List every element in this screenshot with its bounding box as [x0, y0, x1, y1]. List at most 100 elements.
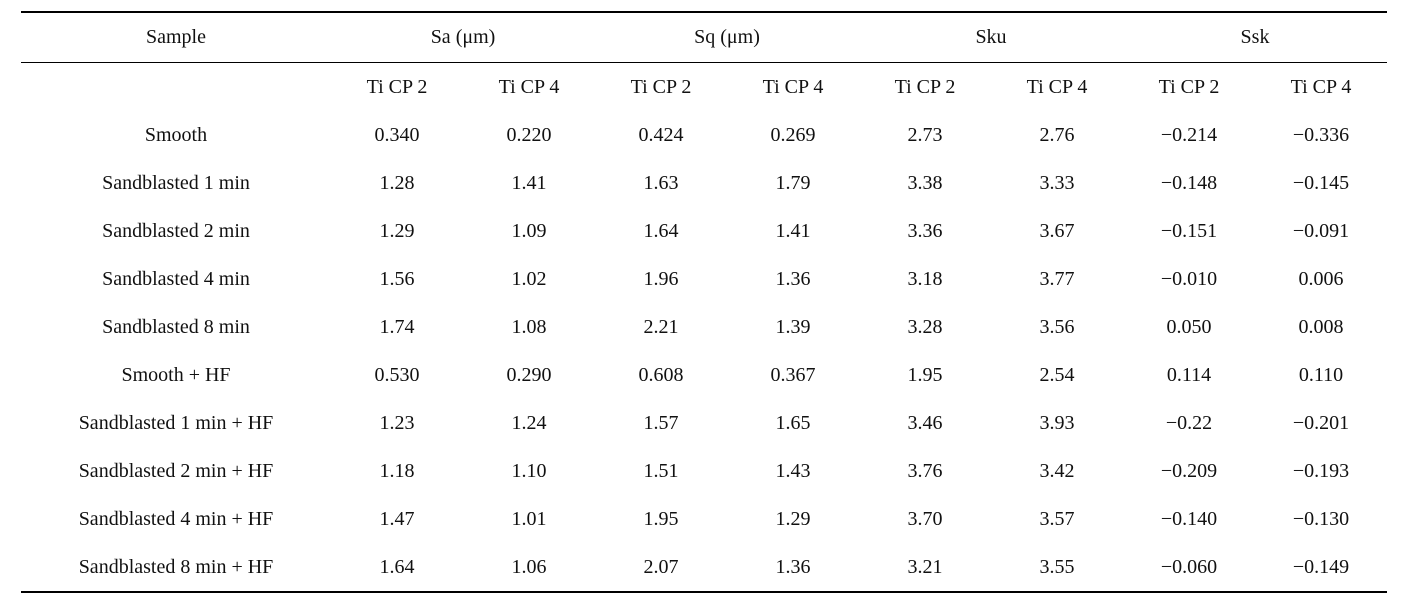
sample-name-cell: Sandblasted 4 min — [102, 267, 250, 290]
value-cell: 1.01 — [511, 507, 547, 530]
value-cell: −0.201 — [1292, 411, 1350, 434]
value-cell: 1.56 — [379, 267, 415, 290]
sample-name-cell: Sandblasted 2 min + HF — [78, 459, 274, 482]
surface-roughness-table: Sample Sa (μm) Sq (μm) Sku Ssk Ti CP 2 T… — [21, 11, 1387, 593]
value-cell: 0.424 — [638, 123, 684, 146]
table-row: Sandblasted 8 min + HF 1.64 1.06 2.07 1.… — [21, 543, 1387, 592]
sub-header-ssk-ticp2: Ti CP 2 — [1158, 75, 1220, 98]
value-cell: 2.21 — [643, 315, 679, 338]
value-cell: −0.130 — [1292, 507, 1350, 530]
value-cell: 0.367 — [770, 363, 816, 386]
value-cell: 1.29 — [775, 507, 811, 530]
value-cell: −0.214 — [1160, 123, 1218, 146]
table-container: Sample Sa (μm) Sq (μm) Sku Ssk Ti CP 2 T… — [21, 11, 1387, 593]
value-cell: 0.110 — [1298, 363, 1344, 386]
value-cell: 1.63 — [643, 171, 679, 194]
sub-header-sq-ticp2: Ti CP 2 — [630, 75, 692, 98]
value-cell: 1.23 — [379, 411, 415, 434]
value-cell: 1.36 — [775, 555, 811, 578]
table-row: Sandblasted 4 min + HF 1.47 1.01 1.95 1.… — [21, 495, 1387, 543]
table-row: Sandblasted 2 min 1.29 1.09 1.64 1.41 3.… — [21, 207, 1387, 255]
value-cell: −0.149 — [1292, 555, 1350, 578]
value-cell: 1.79 — [775, 171, 811, 194]
value-cell: 1.95 — [643, 507, 679, 530]
value-cell: −0.010 — [1160, 267, 1218, 290]
value-cell: 1.41 — [511, 171, 547, 194]
value-cell: −0.193 — [1292, 459, 1350, 482]
value-cell: 3.21 — [907, 555, 943, 578]
value-cell: 0.008 — [1298, 315, 1344, 338]
value-cell: 1.09 — [511, 219, 547, 242]
table-row: Smooth + HF 0.530 0.290 0.608 0.367 1.95… — [21, 351, 1387, 399]
sub-header-sku-ticp4: Ti CP 4 — [1026, 75, 1088, 98]
sample-name-cell: Sandblasted 1 min + HF — [78, 411, 274, 434]
table-row: Smooth 0.340 0.220 0.424 0.269 2.73 2.76… — [21, 111, 1387, 159]
value-cell: 1.47 — [379, 507, 415, 530]
value-cell: 1.18 — [379, 459, 415, 482]
value-cell: −0.060 — [1160, 555, 1218, 578]
table-row: Sandblasted 2 min + HF 1.18 1.10 1.51 1.… — [21, 447, 1387, 495]
table-row: Sandblasted 1 min + HF 1.23 1.24 1.57 1.… — [21, 399, 1387, 447]
sample-name-cell: Smooth + HF — [121, 363, 231, 386]
value-cell: 1.06 — [511, 555, 547, 578]
value-cell: −0.140 — [1160, 507, 1218, 530]
value-cell: 1.41 — [775, 219, 811, 242]
value-cell: 1.65 — [775, 411, 811, 434]
sub-header-row: Ti CP 2 Ti CP 4 Ti CP 2 Ti CP 4 Ti CP 2 … — [21, 63, 1387, 112]
value-cell: 3.67 — [1039, 219, 1075, 242]
column-group-header-sku: Sku — [859, 12, 1123, 63]
value-cell: 0.290 — [506, 363, 552, 386]
sub-header-sa-ticp4: Ti CP 4 — [498, 75, 560, 98]
value-cell: 1.64 — [379, 555, 415, 578]
value-cell: 3.28 — [907, 315, 943, 338]
value-cell: 2.73 — [907, 123, 943, 146]
value-cell: 3.57 — [1039, 507, 1075, 530]
sample-name-cell: Sandblasted 1 min — [102, 171, 250, 194]
value-cell: 3.77 — [1039, 267, 1075, 290]
sample-name-cell: Smooth — [144, 123, 208, 146]
value-cell: 3.46 — [907, 411, 943, 434]
value-cell: 1.28 — [379, 171, 415, 194]
value-cell: 1.29 — [379, 219, 415, 242]
value-cell: 0.006 — [1298, 267, 1344, 290]
value-cell: 1.74 — [379, 315, 415, 338]
value-cell: −0.209 — [1160, 459, 1218, 482]
value-cell: −0.148 — [1160, 171, 1218, 194]
column-group-header-ssk: Ssk — [1123, 12, 1387, 63]
value-cell: 3.42 — [1039, 459, 1075, 482]
value-cell: 3.93 — [1039, 411, 1075, 434]
value-cell: 3.56 — [1039, 315, 1075, 338]
column-group-header-sample: Sample — [21, 12, 331, 63]
value-cell: −0.22 — [1165, 411, 1213, 434]
table-row: Sandblasted 8 min 1.74 1.08 2.21 1.39 3.… — [21, 303, 1387, 351]
value-cell: −0.091 — [1292, 219, 1350, 242]
sub-header-ssk-ticp4: Ti CP 4 — [1290, 75, 1352, 98]
value-cell: 1.96 — [643, 267, 679, 290]
value-cell: 0.608 — [638, 363, 684, 386]
value-cell: 1.57 — [643, 411, 679, 434]
value-cell: 1.10 — [511, 459, 547, 482]
value-cell: 1.51 — [643, 459, 679, 482]
value-cell: 3.36 — [907, 219, 943, 242]
value-cell: 2.07 — [643, 555, 679, 578]
value-cell: −0.145 — [1292, 171, 1350, 194]
value-cell: 3.33 — [1039, 171, 1075, 194]
value-cell: 3.76 — [907, 459, 943, 482]
value-cell: 1.02 — [511, 267, 547, 290]
value-cell: 1.24 — [511, 411, 547, 434]
value-cell: 1.64 — [643, 219, 679, 242]
table-row: Sandblasted 4 min 1.56 1.02 1.96 1.36 3.… — [21, 255, 1387, 303]
sample-name-cell: Sandblasted 2 min — [102, 219, 250, 242]
group-header-row: Sample Sa (μm) Sq (μm) Sku Ssk — [21, 12, 1387, 63]
value-cell: 0.114 — [1166, 363, 1212, 386]
value-cell: 0.269 — [770, 123, 816, 146]
value-cell: 1.95 — [907, 363, 943, 386]
value-cell: 1.36 — [775, 267, 811, 290]
value-cell: 1.43 — [775, 459, 811, 482]
value-cell: 0.530 — [374, 363, 420, 386]
sub-header-sq-ticp4: Ti CP 4 — [762, 75, 824, 98]
value-cell: 0.050 — [1166, 315, 1212, 338]
value-cell: 3.18 — [907, 267, 943, 290]
sub-header-sa-ticp2: Ti CP 2 — [366, 75, 428, 98]
value-cell: 0.220 — [506, 123, 552, 146]
